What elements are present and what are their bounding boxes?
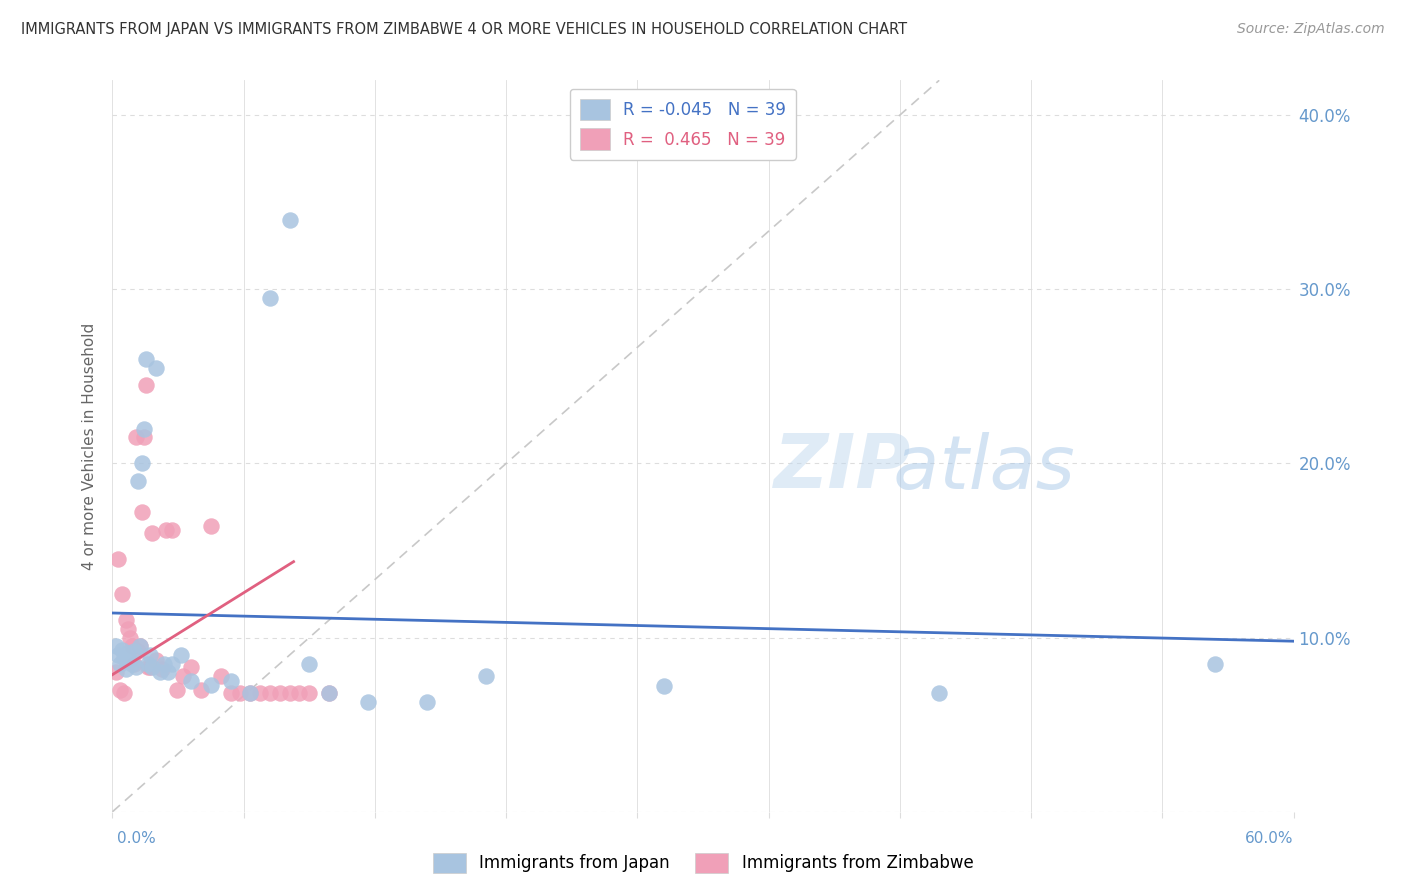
Point: [110, 682, 132, 697]
Point: [135, 351, 157, 366]
Point: [141, 660, 163, 674]
Point: [145, 360, 167, 375]
Text: ZIP: ZIP: [773, 432, 911, 505]
Point: [229, 686, 252, 700]
Point: [145, 653, 167, 667]
Point: [149, 665, 172, 680]
Point: [139, 660, 162, 674]
Point: [131, 505, 153, 519]
Point: [219, 686, 242, 700]
Point: [129, 640, 152, 654]
Point: [298, 686, 321, 700]
Point: [239, 686, 262, 700]
Text: 0.0%: 0.0%: [117, 831, 156, 846]
Point: [652, 679, 675, 693]
Point: [120, 653, 142, 667]
Point: [259, 686, 281, 700]
Point: [239, 686, 262, 700]
Text: Source: ZipAtlas.com: Source: ZipAtlas.com: [1237, 22, 1385, 37]
Point: [156, 665, 179, 680]
Point: [139, 648, 162, 662]
Point: [131, 457, 153, 471]
Point: [141, 526, 163, 541]
Point: [117, 646, 139, 660]
Point: [298, 657, 321, 671]
Point: [180, 660, 202, 674]
Point: [115, 613, 138, 627]
Text: 60.0%: 60.0%: [1246, 831, 1294, 846]
Point: [155, 523, 177, 537]
Point: [110, 657, 132, 671]
Point: [111, 587, 134, 601]
Point: [416, 695, 439, 709]
Point: [122, 657, 145, 671]
Point: [219, 674, 242, 689]
Point: [121, 657, 143, 671]
Point: [249, 686, 271, 700]
Point: [160, 657, 183, 671]
Point: [136, 657, 159, 671]
Point: [122, 644, 145, 658]
Point: [127, 474, 149, 488]
Point: [172, 669, 194, 683]
Point: [269, 686, 291, 700]
Text: IMMIGRANTS FROM JAPAN VS IMMIGRANTS FROM ZIMBABWE 4 OR MORE VEHICLES IN HOUSEHOL: IMMIGRANTS FROM JAPAN VS IMMIGRANTS FROM…: [21, 22, 907, 37]
Point: [111, 642, 134, 657]
Point: [120, 631, 142, 645]
Point: [132, 421, 155, 435]
Y-axis label: 4 or more Vehicles in Household: 4 or more Vehicles in Household: [82, 322, 97, 570]
Point: [107, 648, 129, 662]
Point: [152, 657, 174, 671]
Point: [105, 640, 128, 654]
Point: [117, 622, 139, 636]
Point: [107, 552, 129, 566]
Text: atlas: atlas: [773, 432, 1074, 504]
Point: [357, 695, 380, 709]
Point: [125, 660, 148, 674]
Point: [127, 644, 149, 658]
Point: [209, 669, 232, 683]
Point: [150, 662, 173, 676]
Point: [115, 662, 138, 676]
Point: [200, 519, 222, 533]
Legend: R = -0.045   N = 39, R =  0.465   N = 39: R = -0.045 N = 39, R = 0.465 N = 39: [569, 88, 796, 160]
Point: [129, 640, 152, 654]
Point: [136, 660, 159, 674]
Point: [121, 640, 143, 654]
Point: [278, 686, 301, 700]
Point: [190, 682, 212, 697]
Point: [259, 291, 281, 305]
Point: [318, 686, 340, 700]
Point: [1204, 657, 1226, 671]
Point: [180, 674, 202, 689]
Point: [200, 677, 222, 691]
Point: [105, 665, 128, 680]
Point: [278, 212, 301, 227]
Legend: Immigrants from Japan, Immigrants from Zimbabwe: Immigrants from Japan, Immigrants from Z…: [426, 847, 980, 880]
Point: [928, 686, 950, 700]
Point: [160, 523, 183, 537]
Point: [132, 430, 155, 444]
Point: [288, 686, 311, 700]
Point: [112, 686, 135, 700]
Point: [125, 430, 148, 444]
Point: [112, 651, 135, 665]
Point: [135, 378, 157, 392]
Point: [475, 669, 498, 683]
Point: [318, 686, 340, 700]
Point: [166, 682, 188, 697]
Point: [170, 648, 193, 662]
